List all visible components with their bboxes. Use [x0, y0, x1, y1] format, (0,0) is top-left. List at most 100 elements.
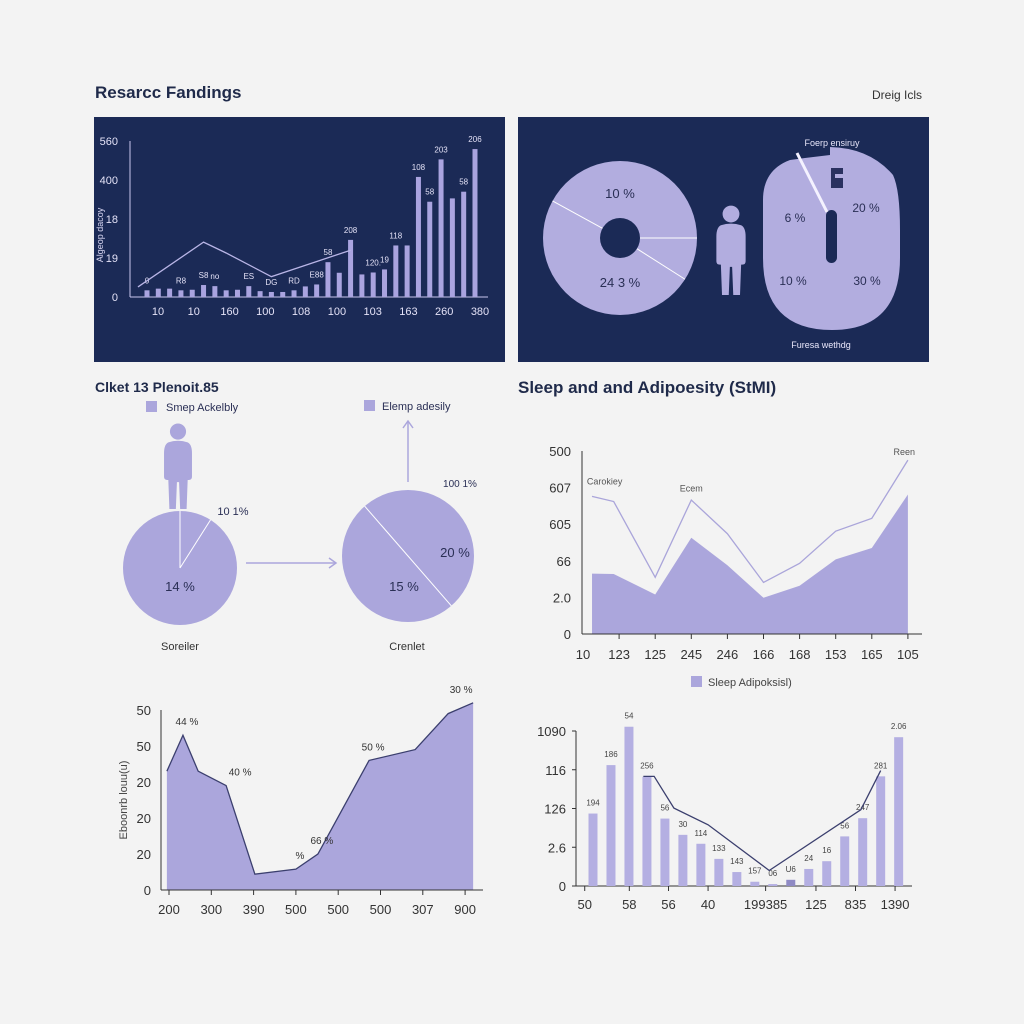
panel-background: [94, 117, 505, 362]
gauge-label: 20 %: [852, 201, 880, 215]
bar-label: S8: [199, 271, 209, 280]
x-tick-label: 307: [412, 902, 434, 917]
bar-label: 120.: [365, 258, 381, 267]
point-label: %: [295, 851, 304, 862]
bar-label: U6: [786, 865, 797, 874]
series-line: [643, 770, 882, 872]
legend-label: Elemp adesily: [382, 401, 451, 413]
x-tick-label: 246: [717, 647, 739, 662]
bar-label: 157: [748, 867, 762, 876]
bar: [415, 176, 421, 297]
x-tick-label: 125: [644, 647, 666, 662]
bar: [167, 288, 173, 297]
bar: [750, 881, 760, 886]
series-line: [166, 702, 474, 875]
legend-swatch: [691, 676, 702, 687]
x-tick-label: 500: [327, 902, 349, 917]
x-tick-label: 125: [805, 897, 827, 912]
x-tick-label: 165: [861, 647, 883, 662]
gauge-marker-icon: [831, 168, 843, 188]
point-label: 30 %: [450, 685, 473, 696]
person-head: [169, 423, 187, 440]
gauge-title: Foerp ensiruy: [804, 138, 860, 148]
y-tick-label: 126: [544, 802, 566, 817]
bar: [449, 198, 455, 297]
bar: [804, 868, 814, 886]
y-axis-label: Algeop dacoy: [95, 207, 105, 262]
bar: [404, 245, 410, 297]
bar-label: DG: [265, 278, 277, 287]
y-tick-label: 50: [137, 703, 151, 718]
bar-label: 114: [694, 829, 707, 838]
area-series: [592, 494, 908, 634]
y-tick-label: 0: [144, 883, 151, 898]
point-label: 66 %: [310, 836, 333, 847]
x-tick-label: 100: [328, 306, 346, 318]
y-tick-label: 18: [106, 214, 118, 226]
y-tick-label: 66: [557, 554, 571, 569]
person-head: [722, 205, 740, 223]
bar: [438, 159, 444, 297]
x-tick-label: 300: [200, 902, 222, 917]
slice-label: 15 %: [389, 579, 419, 594]
area-series: [166, 702, 474, 890]
slice-separator: [179, 519, 211, 569]
bar: [268, 291, 274, 297]
legend-label: Sleep Adipoksisl): [708, 677, 792, 689]
bar-label: 58: [425, 188, 434, 197]
bar: [280, 291, 286, 297]
bar-label: 19: [380, 255, 389, 264]
series-line: [591, 459, 909, 584]
bar-label: ES: [243, 272, 254, 281]
x-tick-label: 40: [701, 897, 715, 912]
bar: [642, 776, 652, 886]
y-tick-label: 607: [549, 481, 571, 496]
bar-label: 30: [678, 820, 687, 829]
bar: [223, 290, 229, 297]
arrow-head: [328, 557, 338, 569]
x-tick-label: 260: [435, 306, 453, 318]
y-tick-label: 1090: [537, 724, 566, 739]
y-tick-label: 605: [549, 517, 571, 532]
person-body: [164, 440, 192, 509]
bar-label: RD: [288, 276, 300, 285]
slice-label: 10 1%: [217, 506, 248, 518]
person-icon: [716, 205, 746, 295]
x-tick-label: 166: [753, 647, 775, 662]
x-tick-label: 10: [152, 306, 164, 318]
x-tick-label: 58: [622, 897, 636, 912]
bar-label: 206: [468, 135, 482, 144]
bar-label: 24: [804, 854, 813, 863]
bar-label: 186: [604, 750, 618, 759]
slice-label: 10 %: [605, 186, 635, 201]
person-body: [716, 223, 746, 295]
bar: [606, 765, 616, 886]
x-tick-label: 153: [825, 647, 847, 662]
y-tick-label: 19: [106, 253, 118, 265]
bar: [472, 149, 478, 297]
bar-label: 56: [660, 804, 669, 813]
bar: [178, 290, 184, 297]
panel-pie-dark: 10 % 24 3 % Foerp ensiruy Furesa wethdg 6 % 2…: [518, 117, 929, 362]
bar-label: no: [210, 272, 219, 281]
bar: [768, 884, 778, 886]
y-tick-label: 20: [137, 811, 151, 826]
bar: [314, 284, 320, 297]
pie-caption: Soreiler: [161, 641, 199, 653]
gauge-slot: [826, 210, 837, 263]
y-tick-label: 50: [137, 739, 151, 754]
x-tick-label: 56: [661, 897, 675, 912]
x-tick-label: 10: [576, 647, 590, 662]
slice-label: 20 %: [440, 545, 470, 560]
bar: [246, 286, 252, 297]
y-tick-label: 20: [137, 775, 151, 790]
bar-label: 58: [324, 248, 333, 257]
point-label: 50 %: [362, 742, 385, 753]
gauge-label: 10 %: [779, 274, 807, 288]
x-tick-label: 123: [608, 647, 630, 662]
x-tick-label: 1390: [881, 897, 910, 912]
y-tick-label: 2.0: [553, 590, 571, 605]
bar: [678, 834, 688, 886]
x-tick-label: 105: [897, 647, 919, 662]
